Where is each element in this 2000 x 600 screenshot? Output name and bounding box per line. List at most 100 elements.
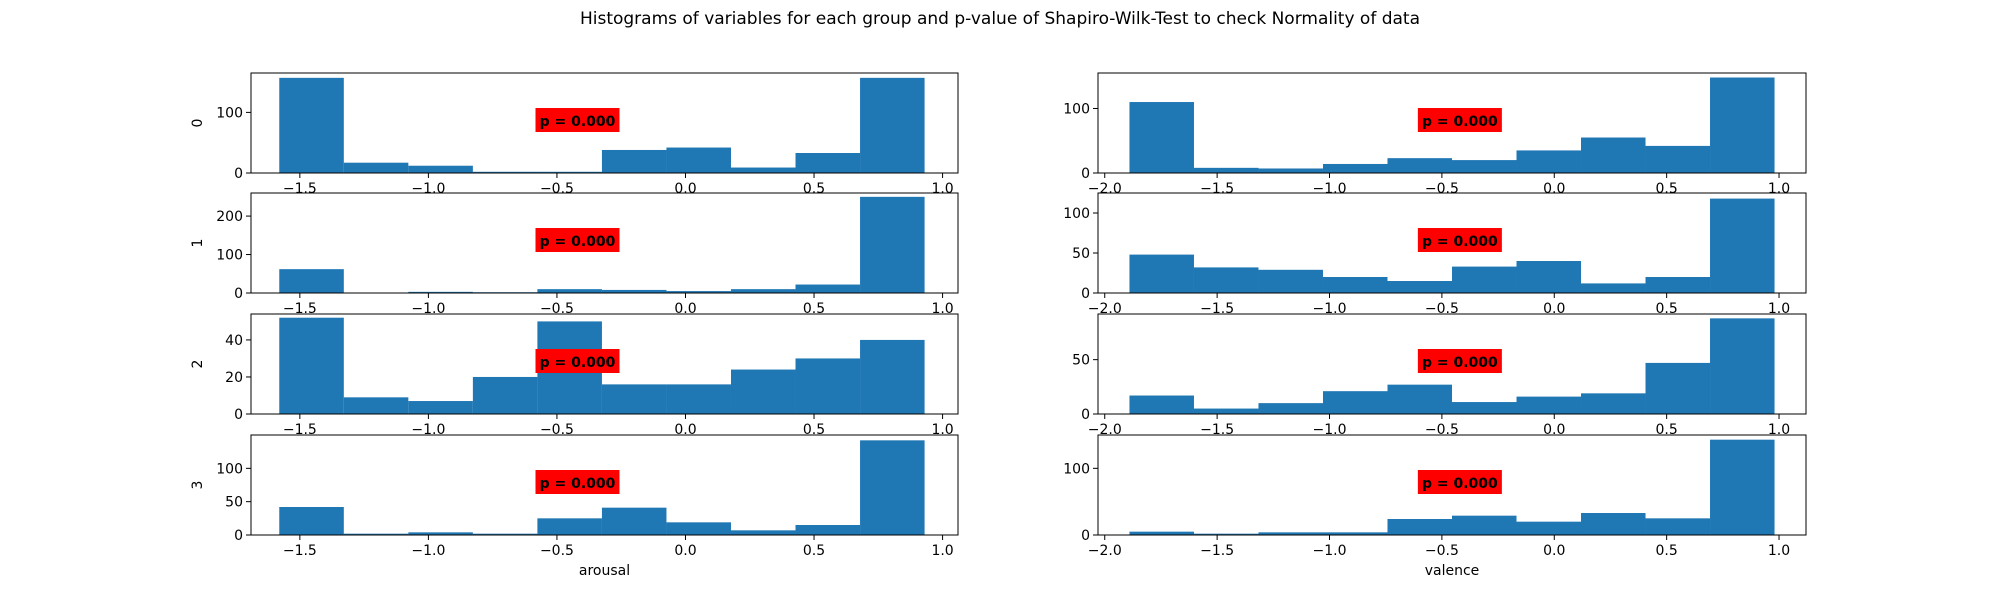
x-tick-label: −1.5 (283, 301, 317, 317)
p-value-label: p = 0.000 (540, 234, 616, 250)
histogram-bar (795, 525, 861, 535)
histogram-bar (601, 289, 667, 293)
x-tick-label: −1.0 (1313, 543, 1347, 559)
x-tick-label: −1.5 (283, 543, 317, 559)
p-value-label: p = 0.000 (1422, 355, 1498, 371)
y-tick-label: 100 (216, 248, 243, 264)
histogram-bar (1581, 513, 1646, 535)
histogram-bar (343, 533, 409, 535)
x-tick-label: −0.5 (540, 181, 574, 197)
x-tick-label: 0.0 (674, 543, 696, 559)
x-tick-label: −1.0 (411, 543, 445, 559)
panel-2-arousal: −1.5 −1.0 −0.5 0.0 0.5 1.0 0 20 40 p = 0.000 2 (190, 313, 959, 438)
y-tick-label: 0 (234, 166, 243, 182)
histogram-bar (1581, 137, 1646, 173)
p-value-label: p = 0.000 (1422, 234, 1498, 250)
x-tick-label: −1.0 (1313, 181, 1347, 197)
histogram-bar (795, 358, 861, 414)
y-tick-label: 0 (234, 286, 243, 302)
histogram-bar (1193, 267, 1259, 293)
histogram-bar (1129, 531, 1194, 535)
histogram-bar (1710, 198, 1775, 293)
histogram-bar (666, 384, 731, 414)
histogram-bar (666, 522, 731, 535)
panel-0-valence: −2.0 −1.5 −1.0 −0.5 0.0 0.5 1.0 0 100 p = 0.000 (1063, 72, 1807, 197)
x-tick-label: 1.0 (931, 422, 953, 438)
p-value-box (1417, 108, 1502, 132)
x-tick-label: −1.5 (1200, 543, 1234, 559)
p-value-box (1417, 349, 1502, 373)
histogram-bar (730, 167, 796, 173)
histogram-bar (1322, 532, 1388, 535)
x-tick-label: −1.5 (283, 422, 317, 438)
histogram-bar (1387, 158, 1452, 173)
y-tick-label: 0 (234, 528, 243, 544)
axes-frame (250, 313, 959, 415)
histogram-bar (1193, 408, 1259, 414)
x-tick-label: 1.0 (931, 543, 953, 559)
y-tick-label: 50 (225, 495, 243, 511)
histogram-bar (1581, 393, 1646, 414)
histogram-bar (1710, 318, 1775, 414)
histogram-bar (1645, 145, 1711, 173)
y-tick-label: 100 (1063, 206, 1090, 222)
histogram-bar (1322, 391, 1388, 414)
p-value-box (535, 108, 620, 132)
y-tick-label: 50 (1072, 246, 1090, 262)
histogram-bar (601, 384, 667, 414)
histogram-bar (279, 507, 344, 535)
histogram-bar (279, 77, 344, 173)
x-tick-label: 0.0 (1543, 181, 1565, 197)
p-value-label: p = 0.000 (540, 355, 616, 371)
histogram-bar (1581, 283, 1646, 293)
p-value-label: p = 0.000 (1422, 114, 1498, 130)
x-tick-label: 0.0 (1543, 422, 1565, 438)
x-tick-label: 0.5 (1656, 543, 1678, 559)
x-tick-label: 1.0 (931, 181, 953, 197)
panel-1-arousal: −1.5 −1.0 −0.5 0.0 0.5 1.0 0 100 200 p = 0.000 1 (190, 192, 959, 317)
histogram-bar (795, 284, 861, 293)
group-row-label: 2 (190, 360, 206, 369)
panel-1-valence: −2.0 −1.5 −1.0 −0.5 0.0 0.5 1.0 0 50 100 p = 0.000 (1063, 192, 1807, 317)
x-tick-label: 1.0 (931, 301, 953, 317)
p-value-label: p = 0.000 (540, 114, 616, 130)
x-tick-label: −0.5 (540, 543, 574, 559)
x-tick-label: 1.0 (1768, 181, 1790, 197)
x-tick-label: 0.5 (1656, 181, 1678, 197)
x-tick-label: −1.5 (1200, 301, 1234, 317)
x-tick-label: −1.5 (1200, 181, 1234, 197)
x-tick-label: −0.5 (1425, 422, 1459, 438)
group-row-label: 1 (190, 239, 206, 248)
histogram-bar (1129, 102, 1194, 173)
figure-title: Histograms of variables for each group a… (580, 9, 1420, 29)
x-tick-label: −1.0 (1313, 422, 1347, 438)
x-tick-label: −1.5 (1200, 422, 1234, 438)
histogram-bar (1322, 163, 1388, 173)
histogram-bar (1645, 518, 1711, 535)
histogram-bar (408, 401, 473, 414)
histogram-bar (666, 147, 731, 173)
axes-frame (250, 192, 959, 294)
y-tick-label: 20 (225, 370, 243, 386)
histogram-bar (1258, 269, 1323, 293)
panel-3-valence: −2.0 −1.5 −1.0 −0.5 0.0 0.5 1.0 0 100 p = 0.000 va… (1063, 434, 1807, 579)
y-tick-label: 100 (216, 461, 243, 477)
axes-frame (1097, 192, 1807, 294)
x-axis-label: arousal (579, 563, 630, 579)
x-tick-label: 0.5 (1656, 422, 1678, 438)
x-tick-label: −1.0 (411, 422, 445, 438)
x-tick-label: −0.5 (1425, 301, 1459, 317)
histogram-bar (343, 162, 409, 173)
histogram-bar (1193, 533, 1259, 535)
histogram-bar (1710, 77, 1775, 173)
histogram-bar (1387, 519, 1452, 535)
histogram-bar (1452, 266, 1517, 293)
p-value-box (535, 349, 620, 373)
histogram-bar (860, 196, 925, 293)
histogram-bar (472, 171, 538, 173)
histogram-bar (472, 376, 538, 414)
histogram-bar (1452, 515, 1517, 535)
axes-frame (1097, 434, 1807, 536)
